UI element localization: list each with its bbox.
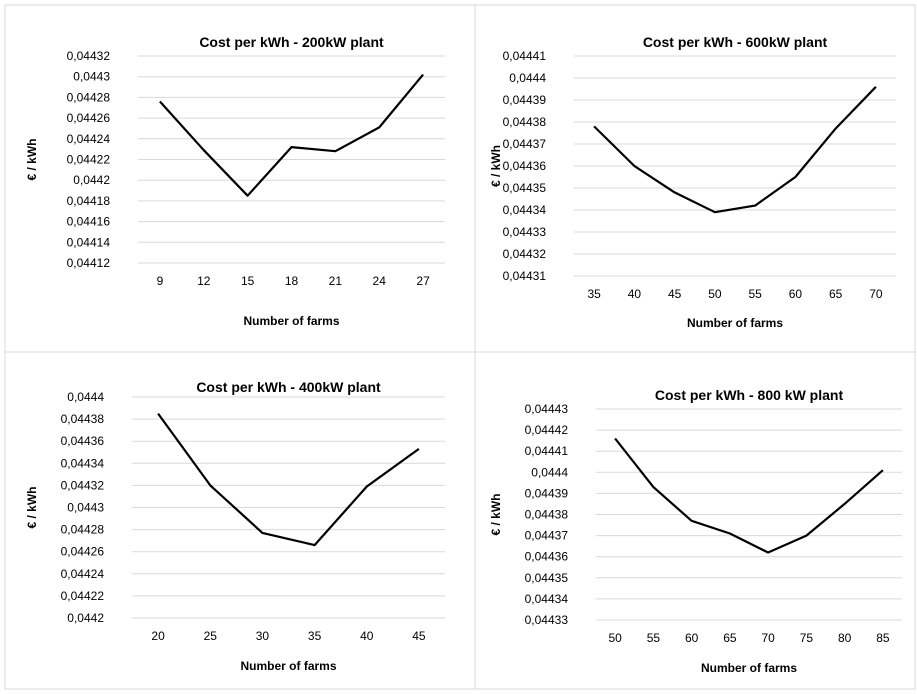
x-tick-label: 20	[151, 629, 165, 643]
y-tick-label: 0,04424	[67, 132, 111, 146]
x-tick-label: 40	[628, 287, 642, 301]
x-tick-label: 80	[838, 631, 852, 645]
y-tick-label: 0,04435	[525, 571, 569, 585]
x-tick-label: 85	[876, 631, 890, 645]
x-tick-label: 35	[587, 287, 601, 301]
x-tick-label: 25	[204, 629, 218, 643]
y-tick-label: 0,04433	[503, 225, 547, 239]
y-tick-label: 0,04438	[525, 508, 569, 522]
y-tick-label: 0,04431	[503, 269, 547, 283]
y-tick-label: 0,04438	[61, 412, 105, 426]
x-tick-label: 70	[869, 287, 883, 301]
line-chart-3: Cost per kWh - 400kW plant 0,0442 0,04422 0…	[4, 351, 476, 690]
x-tick-label: 55	[647, 631, 661, 645]
line-chart-1: Cost per kWh - 200kW plant 0,04412 0,04414…	[4, 4, 476, 353]
y-tick-label: 0,04412	[67, 256, 111, 270]
y-tick-label: 0,04433	[525, 613, 569, 627]
x-tick-label: 55	[748, 287, 762, 301]
y-tick-label: 0,04416	[67, 215, 111, 229]
x-tick-label: 9	[157, 274, 164, 288]
y-tick-label: 0,04432	[67, 49, 111, 63]
y-tick-label: 0,04436	[525, 550, 569, 564]
x-tick-label: 65	[829, 287, 843, 301]
x-axis-title: Number of farms	[687, 316, 783, 330]
y-tick-label: 0,04434	[503, 203, 547, 217]
x-axis-title: Number of farms	[243, 314, 339, 328]
x-tick-label: 18	[285, 274, 299, 288]
series-line-1	[157, 412, 420, 547]
y-tick-label: 0,04434	[525, 592, 569, 606]
x-tick-label: 24	[373, 274, 387, 288]
y-tick-label: 0,04438	[503, 115, 547, 129]
y-tick-label: 0,04437	[503, 137, 547, 151]
x-tick-label: 45	[412, 629, 426, 643]
y-tick-label: 0,04426	[61, 545, 105, 559]
chart-frame	[4, 351, 476, 690]
x-tick-label: 40	[360, 629, 374, 643]
x-tick-label: 35	[308, 629, 322, 643]
y-tick-label: 0,0442	[73, 173, 110, 187]
y-tick-label: 0,04443	[525, 402, 569, 416]
series-line-1	[614, 437, 884, 554]
y-tick-label: 0,04441	[503, 49, 547, 63]
y-tick-label: 0,04422	[67, 153, 111, 167]
y-tick-label: 0,0444	[67, 390, 104, 404]
x-axis-title: Number of farms	[701, 661, 797, 675]
x-tick-label: 30	[256, 629, 270, 643]
x-tick-label: 75	[800, 631, 814, 645]
y-tick-label: 0,04428	[67, 90, 111, 104]
y-axis-title: € / kWh	[489, 493, 503, 535]
x-axis-title: Number of farms	[240, 659, 336, 673]
y-tick-label: 0,04441	[525, 444, 569, 458]
y-tick-label: 0,0443	[73, 70, 110, 84]
y-tick-label: 0,04422	[61, 589, 105, 603]
x-tick-label: 65	[723, 631, 737, 645]
y-tick-label: 0,04424	[61, 567, 105, 581]
y-tick-label: 0,04414	[67, 235, 111, 249]
x-tick-label: 50	[708, 287, 722, 301]
y-tick-label: 0,0444	[531, 465, 568, 479]
y-axis-title: € / kWh	[25, 486, 39, 528]
x-tick-label: 60	[789, 287, 803, 301]
y-tick-label: 0,04432	[61, 478, 105, 492]
chart-frame	[4, 4, 476, 353]
y-tick-label: 0,04439	[525, 486, 569, 500]
y-tick-label: 0,04439	[503, 93, 547, 107]
y-tick-label: 0,04437	[525, 529, 569, 543]
x-tick-label: 15	[241, 274, 255, 288]
series-line-1	[593, 86, 877, 214]
y-tick-label: 0,04426	[67, 111, 111, 125]
x-tick-label: 12	[197, 274, 211, 288]
y-axis-title: € / kWh	[25, 138, 39, 180]
y-tick-label: 0,0442	[67, 611, 104, 625]
line-chart-4: Cost per kWh - 800 kW plant 0,04433 0,0443…	[474, 351, 916, 690]
y-tick-label: 0,0443	[67, 501, 104, 515]
y-tick-label: 0,04436	[503, 159, 547, 173]
chart-title: Cost per kWh - 400kW plant	[196, 379, 381, 395]
y-tick-label: 0,04434	[61, 456, 105, 470]
chart-title: Cost per kWh - 800 kW plant	[655, 387, 844, 403]
y-tick-label: 0,04442	[525, 423, 569, 437]
chart-frame	[474, 4, 916, 353]
x-tick-label: 21	[329, 274, 343, 288]
chart-title: Cost per kWh - 200kW plant	[199, 34, 384, 50]
x-tick-label: 60	[685, 631, 699, 645]
x-tick-label: 27	[416, 274, 430, 288]
y-tick-label: 0,04428	[61, 523, 105, 537]
series-line-1	[159, 73, 424, 197]
y-tick-label: 0,0444	[509, 71, 546, 85]
x-tick-label: 50	[608, 631, 622, 645]
chart-title: Cost per kWh - 600kW plant	[643, 34, 828, 50]
y-axis-title: € / kWh	[489, 145, 503, 187]
y-tick-label: 0,04436	[61, 434, 105, 448]
y-tick-label: 0,04432	[503, 247, 547, 261]
y-tick-label: 0,04435	[503, 181, 547, 195]
x-tick-label: 70	[761, 631, 775, 645]
y-tick-label: 0,04418	[67, 194, 111, 208]
chart-frame	[474, 351, 916, 690]
line-chart-2: Cost per kWh - 600kW plant 0,04431 0,04432…	[474, 4, 916, 353]
x-tick-label: 45	[668, 287, 682, 301]
